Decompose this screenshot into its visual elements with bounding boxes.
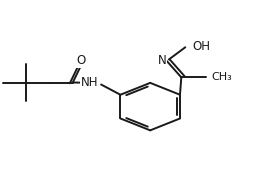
Text: NH: NH [80, 76, 98, 89]
Text: CH₃: CH₃ [211, 72, 232, 82]
Text: N: N [158, 54, 166, 67]
Text: O: O [77, 54, 86, 68]
Text: OH: OH [192, 40, 210, 53]
